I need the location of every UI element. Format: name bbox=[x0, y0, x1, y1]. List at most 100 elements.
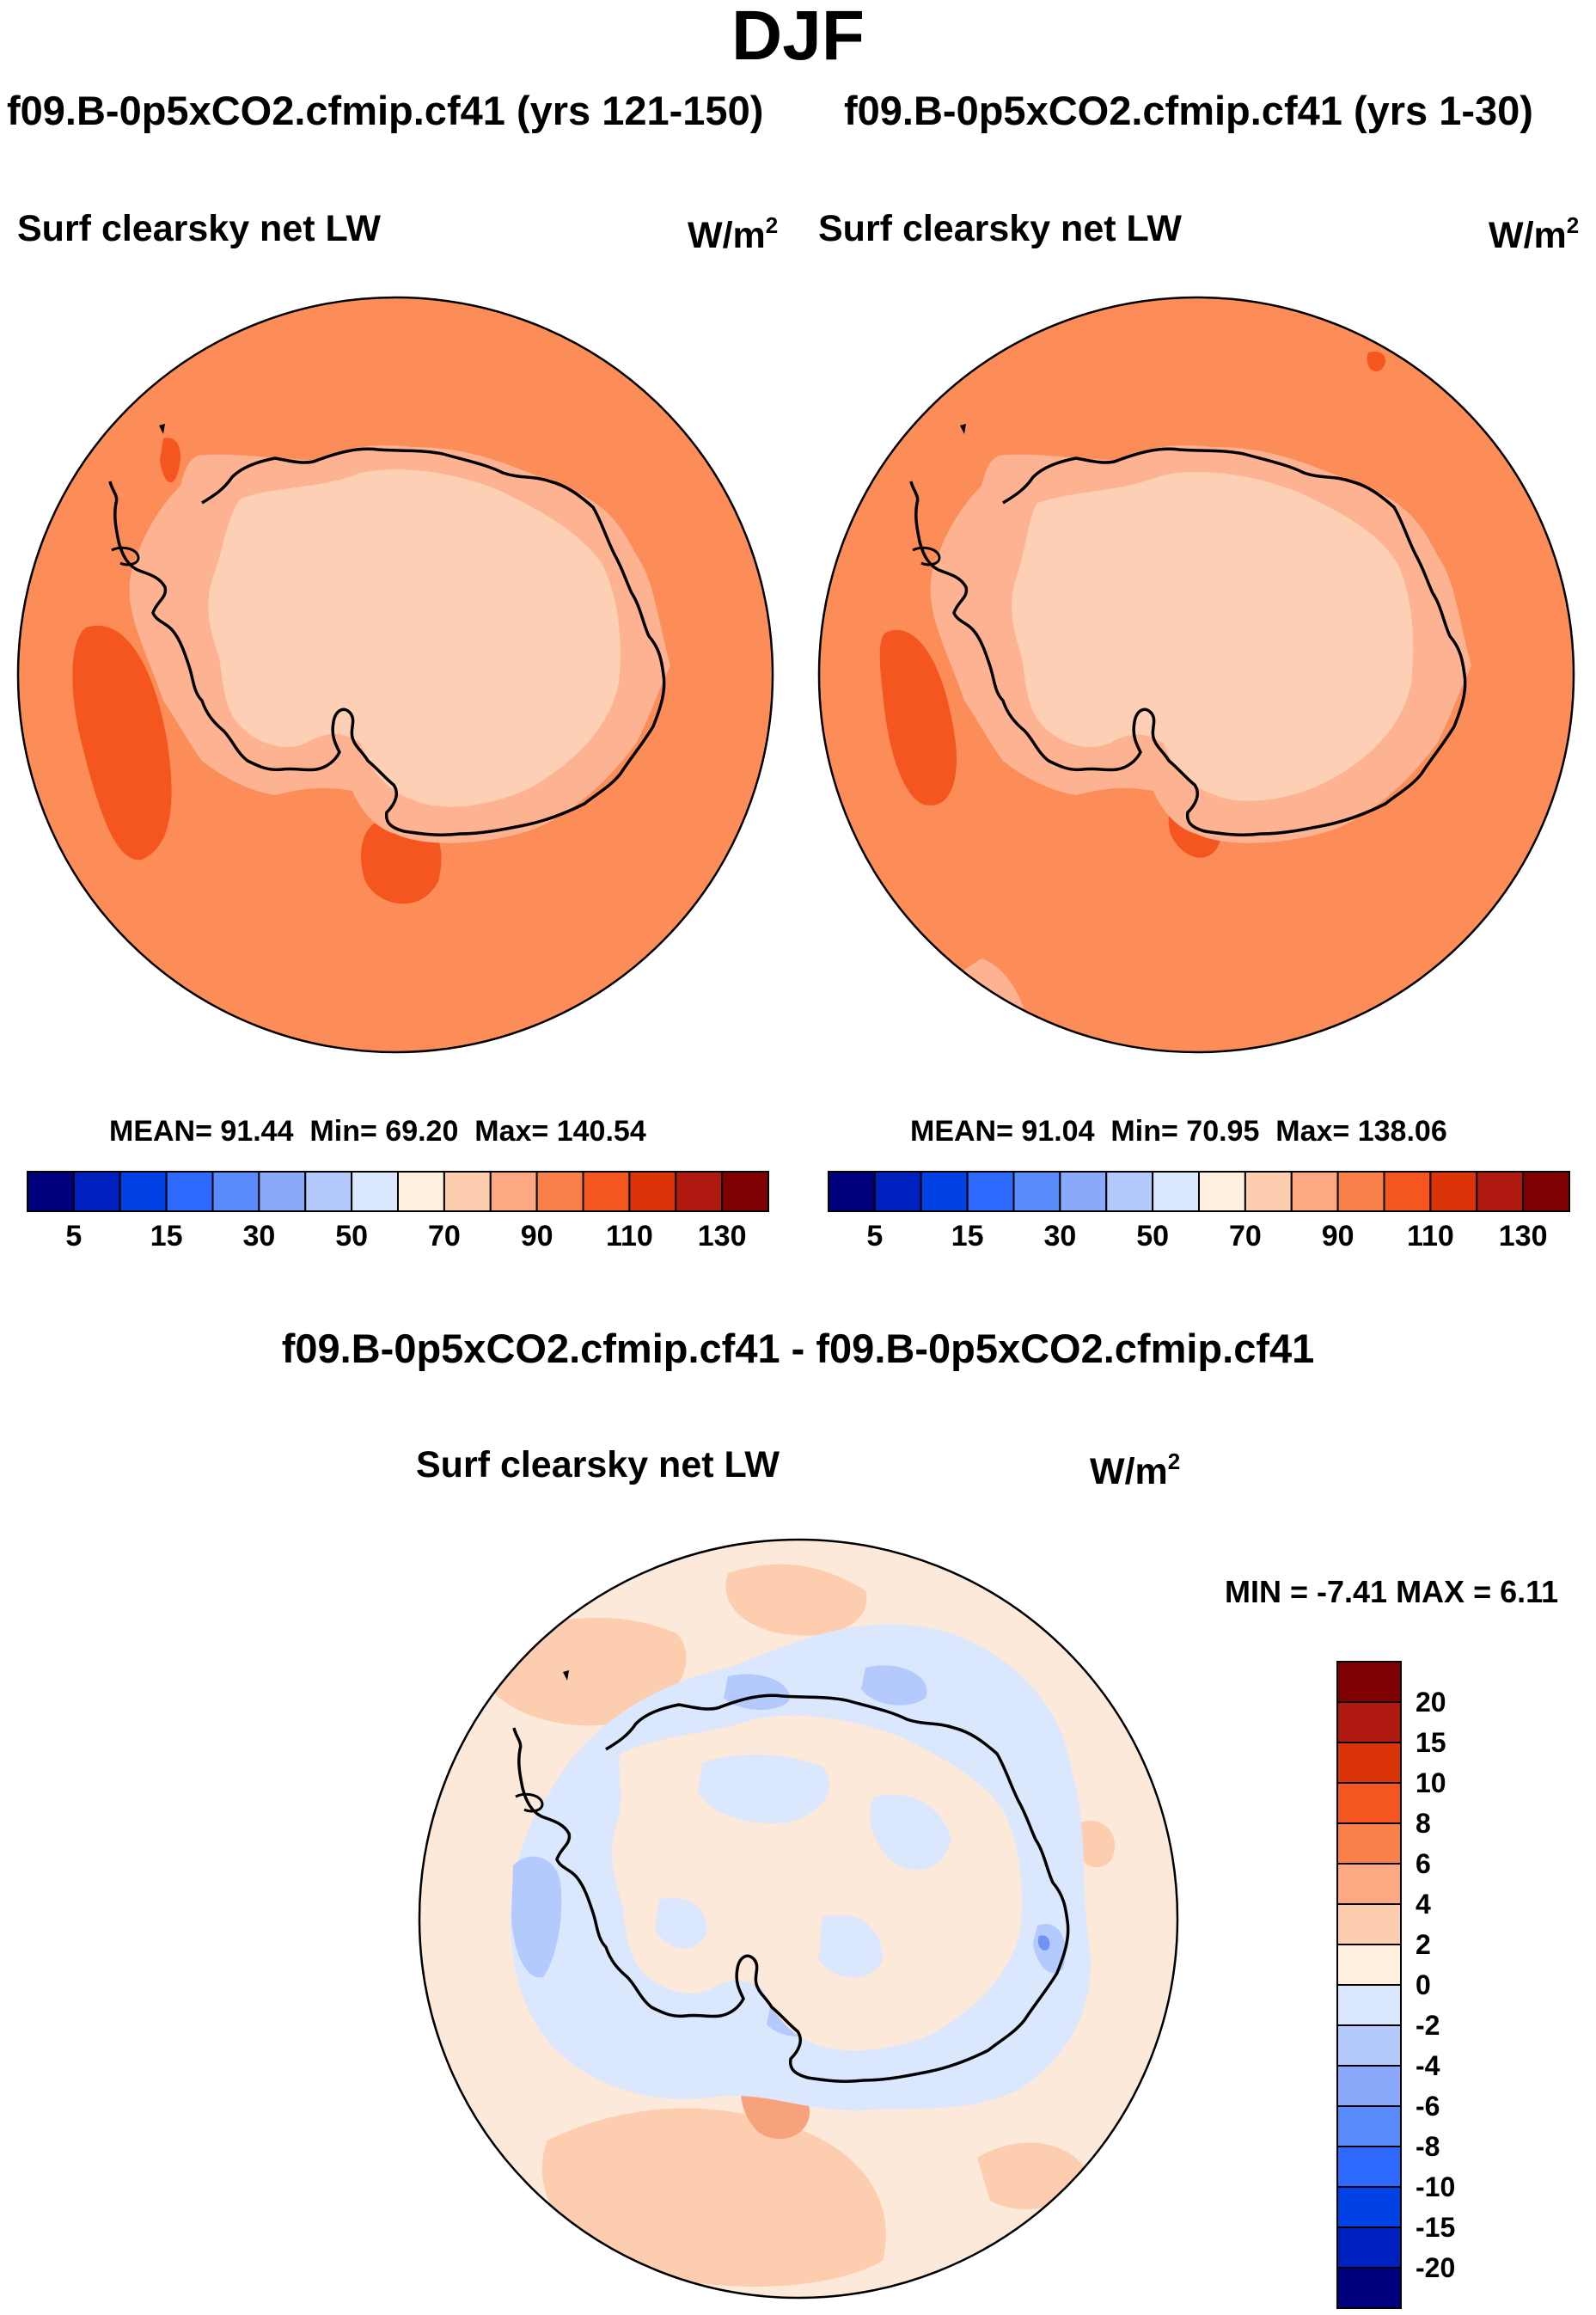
colorbar-tick-label: 15 bbox=[1416, 1727, 1446, 1758]
left-units-label: W/m2 bbox=[688, 212, 779, 256]
colorbar-swatch bbox=[351, 1171, 399, 1212]
coastline bbox=[159, 424, 165, 434]
colorbar-tick-label: 20 bbox=[1416, 1687, 1446, 1718]
diff-minmax: MIN = -7.41 MAX = 6.11 bbox=[1225, 1574, 1559, 1609]
colorbar-swatch bbox=[1336, 1742, 1402, 1784]
warm-ocean-patch bbox=[879, 629, 957, 805]
colorbar-swatch bbox=[27, 1171, 75, 1212]
continent-negative bbox=[818, 1914, 883, 1978]
colorbar-swatch bbox=[211, 1171, 260, 1212]
colorbar-swatch bbox=[535, 1171, 584, 1212]
colorbar-swatch bbox=[873, 1171, 922, 1212]
right-colorbar bbox=[828, 1171, 1570, 1212]
colorbar-swatch bbox=[1336, 1822, 1402, 1865]
min-label: Min= bbox=[309, 1115, 377, 1148]
map-border bbox=[418, 1538, 1179, 2300]
right-case-title: f09.B-0p5xCO2.cfmip.cf41 (yrs 1-30) bbox=[844, 88, 1533, 133]
colorbar-tick-label: 110 bbox=[605, 1220, 653, 1252]
warm-ocean-patch bbox=[72, 625, 172, 860]
colorbar-swatch bbox=[1336, 1903, 1402, 1945]
colorbar-swatch bbox=[1059, 1171, 1108, 1212]
difference-colorbar bbox=[1336, 1661, 1402, 2309]
min-value: 69.20 bbox=[385, 1115, 459, 1148]
colorbar-tick-label: 70 bbox=[1228, 1220, 1262, 1252]
right-polar-map bbox=[817, 296, 1575, 1054]
colorbar-swatch bbox=[966, 1171, 1015, 1212]
positive-anomaly bbox=[1076, 1821, 1116, 1868]
max-value: 138.06 bbox=[1357, 1115, 1447, 1148]
warm-ocean-patch bbox=[160, 438, 180, 483]
colorbar-tick-label: -4 bbox=[1416, 2050, 1440, 2081]
mean-value: 91.44 bbox=[220, 1115, 294, 1148]
continent-negative bbox=[698, 1754, 829, 1823]
colorbar-tick-label: 15 bbox=[150, 1220, 183, 1252]
colorbar-tick-label: -8 bbox=[1416, 2131, 1440, 2162]
colorbar-tick-label: 15 bbox=[951, 1220, 984, 1252]
colorbar-tick-label: 10 bbox=[1416, 1767, 1446, 1798]
colorbar-swatch bbox=[582, 1171, 631, 1212]
colorbar-tick-label: -10 bbox=[1416, 2171, 1456, 2202]
mean-value: 91.04 bbox=[1021, 1115, 1095, 1148]
colorbar-tick-label: -15 bbox=[1416, 2212, 1456, 2243]
min-label: Min= bbox=[1110, 1115, 1178, 1148]
colorbar-swatch bbox=[675, 1171, 724, 1212]
negative-anomaly bbox=[511, 1856, 562, 1978]
colorbar-swatch bbox=[72, 1171, 121, 1212]
colorbar-swatch bbox=[1336, 1984, 1402, 2026]
colorbar-swatch bbox=[1336, 2146, 1402, 2188]
colorbar-tick-label: 30 bbox=[1043, 1220, 1077, 1252]
coastline bbox=[111, 546, 140, 567]
colorbar-swatch bbox=[1152, 1171, 1200, 1212]
colorbar-swatch bbox=[1522, 1171, 1570, 1212]
colorbar-tick-label: 130 bbox=[697, 1220, 747, 1252]
negative-anomaly bbox=[861, 1665, 927, 1706]
diff-title: f09.B-0p5xCO2.cfmip.cf41 - f09.B-0p5xCO2… bbox=[281, 1326, 1315, 1371]
diff-field-title: Surf clearsky net LW bbox=[416, 1444, 780, 1485]
colorbar-swatch bbox=[628, 1171, 677, 1212]
colorbar-swatch bbox=[1383, 1171, 1432, 1212]
colorbar-tick-label: 70 bbox=[427, 1220, 461, 1252]
left-stats: MEAN= 91.44 Min= 69.20 Max= 140.54 bbox=[109, 1114, 646, 1148]
colorbar-swatch bbox=[1244, 1171, 1293, 1212]
colorbar-swatch bbox=[1336, 1171, 1385, 1212]
difference-polar-map bbox=[418, 1538, 1179, 2300]
coastline bbox=[909, 447, 1467, 836]
colorbar-swatch bbox=[1336, 2105, 1402, 2147]
colorbar-tick-label: 5 bbox=[65, 1220, 83, 1252]
colorbar-tick-label: 30 bbox=[242, 1220, 276, 1252]
colorbar-tick-label: 2 bbox=[1416, 1929, 1431, 1960]
left-polar-map bbox=[16, 296, 774, 1054]
colorbar-tick-label: -6 bbox=[1416, 2091, 1440, 2122]
continent-interior bbox=[208, 469, 621, 807]
coastline bbox=[960, 424, 966, 434]
colorbar-swatch bbox=[1336, 2186, 1402, 2228]
positive-anomaly bbox=[541, 2108, 886, 2287]
coastline bbox=[515, 1792, 544, 1813]
colorbar-tick-label: -20 bbox=[1416, 2252, 1456, 2283]
positive-anomaly bbox=[725, 1564, 867, 1636]
left-field-title: Surf clearsky net LW bbox=[17, 208, 381, 249]
continent-negative bbox=[655, 1897, 707, 1949]
warm-ocean-patch bbox=[1367, 352, 1385, 372]
colorbar-swatch bbox=[1290, 1171, 1339, 1212]
continent-interior bbox=[1012, 472, 1414, 801]
colorbar-swatch bbox=[1198, 1171, 1246, 1212]
colorbar-tick-label: 130 bbox=[1498, 1220, 1548, 1252]
colorbar-swatch bbox=[489, 1171, 538, 1212]
continent-negative bbox=[870, 1794, 951, 1871]
colorbar-swatch bbox=[1476, 1171, 1525, 1212]
coastline bbox=[912, 546, 941, 567]
colorbar-swatch bbox=[1429, 1171, 1478, 1212]
coastline bbox=[563, 1670, 569, 1681]
colorbar-swatch bbox=[397, 1171, 445, 1212]
diff-units-label: W/m2 bbox=[1090, 1448, 1181, 1492]
colorbar-tick-label: 6 bbox=[1416, 1848, 1431, 1879]
colorbar-tick-label: 5 bbox=[866, 1220, 884, 1252]
colorbar-swatch bbox=[1336, 1661, 1402, 1703]
min-value: 70.95 bbox=[1186, 1115, 1260, 1148]
mean-label: MEAN= bbox=[109, 1115, 212, 1148]
colorbar-tick-label: 50 bbox=[335, 1220, 369, 1252]
figure-title: DJF bbox=[731, 0, 865, 75]
colorbar-swatch bbox=[1012, 1171, 1061, 1212]
right-field-title: Surf clearsky net LW bbox=[818, 208, 1182, 249]
